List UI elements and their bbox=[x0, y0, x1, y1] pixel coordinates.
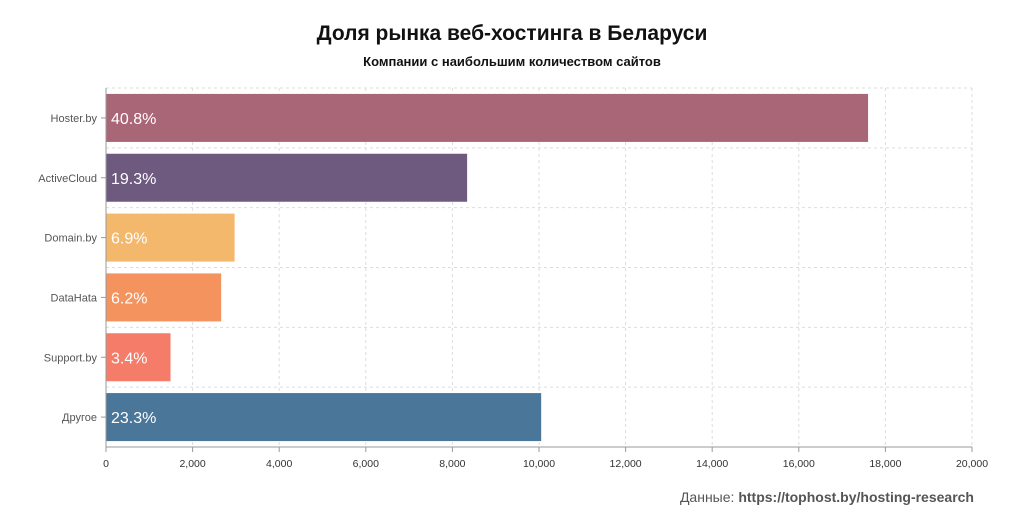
bar[interactable] bbox=[106, 153, 468, 202]
chart-subtitle: Компании с наибольшим количеством сайтов bbox=[363, 54, 661, 69]
y-tick-label: ActiveCloud bbox=[38, 173, 97, 185]
source-note: Данные: https://tophost.by/hosting-resea… bbox=[680, 489, 974, 505]
data-label: 6.2% bbox=[111, 290, 147, 307]
data-label: 6.9% bbox=[111, 231, 147, 248]
source-label: Данные: bbox=[679, 489, 735, 505]
x-tick-label: 18,000 bbox=[869, 458, 901, 470]
x-tick-label: 16,000 bbox=[783, 458, 815, 470]
bar[interactable] bbox=[106, 213, 235, 262]
x-tick-label: 8,000 bbox=[439, 458, 465, 470]
y-tick-label: Domain.by bbox=[44, 233, 97, 245]
data-label: 19.3% bbox=[111, 171, 156, 188]
y-tick-label: Support.by bbox=[44, 352, 98, 364]
bar-chart: 40.8% Hoster.by 19.3% ActiveCloud 6.9% Domain… bbox=[38, 87, 988, 470]
bar[interactable] bbox=[106, 93, 869, 142]
x-tick-label: 14,000 bbox=[696, 458, 728, 470]
y-tick-label: DataHata bbox=[51, 292, 98, 304]
y-tick-label: Hoster.by bbox=[51, 113, 98, 125]
source-url[interactable]: https://tophost.by/hosting-research bbox=[738, 489, 974, 505]
y-tick-label: Другое bbox=[62, 412, 97, 424]
x-tick-label: 6,000 bbox=[353, 458, 379, 470]
bar[interactable] bbox=[106, 393, 542, 442]
data-label: 23.3% bbox=[111, 410, 156, 427]
x-tick-label: 0 bbox=[103, 458, 109, 470]
data-label: 40.8% bbox=[111, 111, 156, 128]
x-tick-label: 2,000 bbox=[179, 458, 205, 470]
x-tick-label: 10,000 bbox=[523, 458, 555, 470]
x-tick-label: 4,000 bbox=[266, 458, 292, 470]
bar[interactable] bbox=[106, 333, 171, 382]
chart-title: Доля рынка веб-хостинга в Беларуси bbox=[316, 22, 708, 45]
x-tick-label: 12,000 bbox=[610, 458, 642, 470]
bar[interactable] bbox=[106, 273, 222, 322]
x-tick-label: 20,000 bbox=[956, 458, 988, 470]
data-label: 3.4% bbox=[111, 350, 147, 367]
